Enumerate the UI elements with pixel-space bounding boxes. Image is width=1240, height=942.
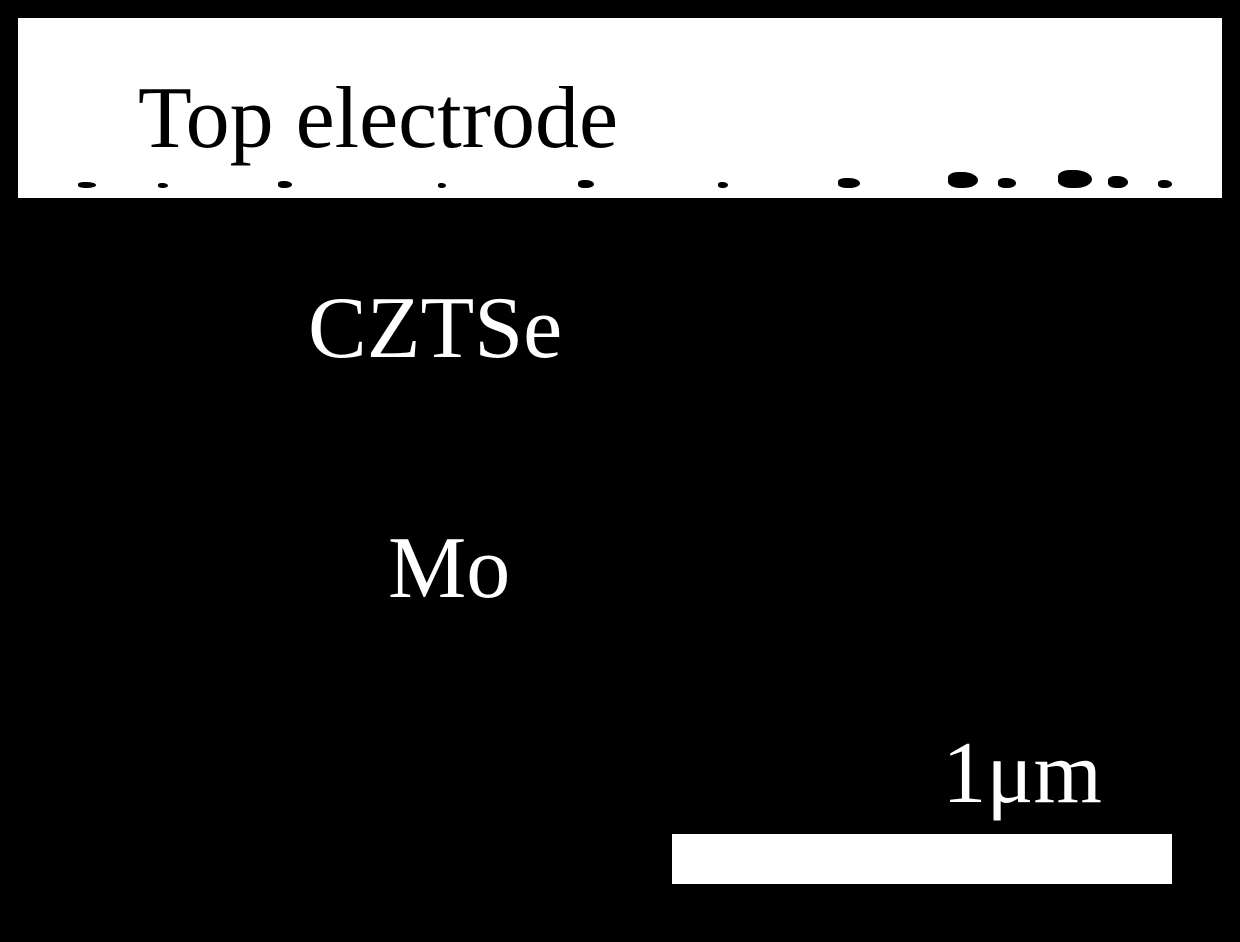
scale-bar-text: 1μm bbox=[942, 723, 1102, 824]
label-top-electrode: Top electrode bbox=[138, 68, 618, 169]
label-mo: Mo bbox=[388, 518, 510, 619]
cross-section-figure: Top electrode CZTSe Mo 1μm bbox=[0, 0, 1240, 942]
scale-bar-line bbox=[672, 834, 1172, 884]
label-cztse: CZTSe bbox=[308, 278, 562, 379]
